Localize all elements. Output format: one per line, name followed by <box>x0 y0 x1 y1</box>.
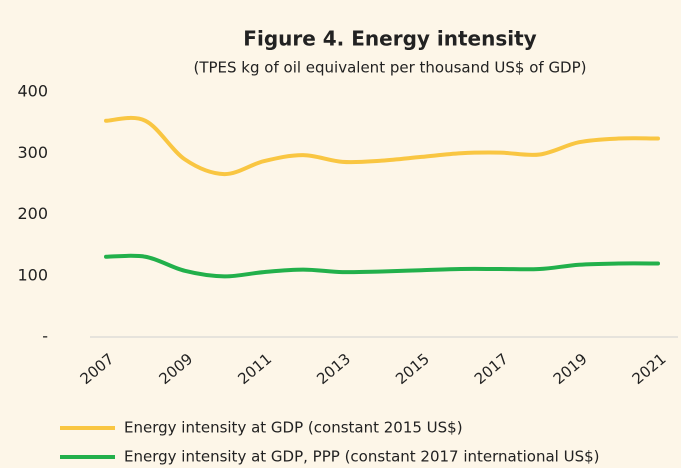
x-tick-label: 2013 <box>313 350 354 388</box>
y-tick-label: 200 <box>17 204 48 223</box>
x-tick-label: 2015 <box>392 350 433 388</box>
chart-title: Figure 4. Energy intensity <box>243 27 536 51</box>
y-tick-label: - <box>42 327 48 346</box>
y-tick-label: 100 <box>17 265 48 284</box>
y-tick-label: 300 <box>17 143 48 162</box>
line-series <box>104 253 660 279</box>
x-tick-label: 2007 <box>77 350 118 388</box>
chart-subtitle: (TPES kg of oil equivalent per thousand … <box>193 59 586 77</box>
x-tick-label: 2009 <box>155 350 196 388</box>
x-tick-label: 2017 <box>471 350 512 388</box>
x-tick-label: 2011 <box>234 350 275 388</box>
legend-label: Energy intensity at GDP, PPP (constant 2… <box>124 448 600 466</box>
line-series <box>104 115 660 177</box>
x-tick-label: 2019 <box>550 350 591 388</box>
legend-label: Energy intensity at GDP (constant 2015 U… <box>124 419 463 437</box>
x-tick-label: 2021 <box>629 350 670 388</box>
y-tick-label: 400 <box>17 82 48 101</box>
